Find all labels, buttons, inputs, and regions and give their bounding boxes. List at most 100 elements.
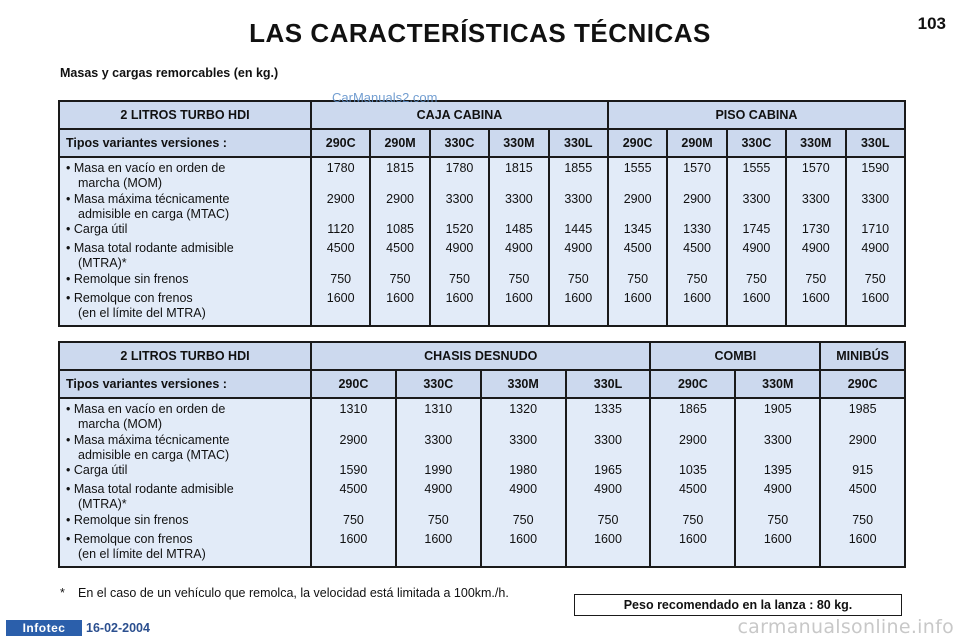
table-cell-value: 1985 xyxy=(848,402,877,416)
table-cell-value: 750 xyxy=(449,271,470,286)
row-label-main: • Masa total rodante admisible xyxy=(66,482,234,496)
version-header: 330C xyxy=(394,369,482,399)
table-cell-value: 750 xyxy=(767,512,789,527)
table-cell-value: 750 xyxy=(597,512,619,527)
row-label-main: • Masa total rodante admisible xyxy=(66,241,234,255)
version-values-cell: 1815 2900 1085 4500 750 1600 xyxy=(369,156,431,327)
table-cell-value: 4900 xyxy=(424,482,453,496)
table-cell-value: 750 xyxy=(508,271,530,286)
table-body-row: • Masa en vacío en orden de marcha (MOM) •… xyxy=(58,397,907,568)
table-cell-value: 750 xyxy=(343,512,364,527)
table-cell-value: 1555 xyxy=(623,161,652,175)
table-cell-value: 2900 xyxy=(623,191,652,206)
row-label-main: • Masa máxima técnicamente xyxy=(66,432,230,447)
table-cell-value: 4900 xyxy=(564,241,593,255)
page-title: LAS CARACTERÍSTICAS TÉCNICAS xyxy=(249,18,711,48)
table-cell-value: 1600 xyxy=(339,531,368,546)
version-values-cell: 1310 3300 1990 4900 750 1600 xyxy=(394,397,482,568)
table-cell-value: 1730 xyxy=(801,222,830,236)
table-cell-value: 1780 xyxy=(445,161,474,175)
table-cell-value: 4500 xyxy=(339,482,368,496)
version-header: 290C xyxy=(649,369,737,399)
table-cell-value: 1600 xyxy=(683,290,711,305)
table-cell-value: 1600 xyxy=(504,290,533,305)
row-label-continuation: (MTRA)* xyxy=(78,256,127,271)
versions-header-row: Tipos variantes versiones : 290C 290M 330C… xyxy=(58,128,906,158)
row-label-continuation: admisible en carga (MTAC) xyxy=(78,447,230,462)
version-header: 330C xyxy=(725,128,788,158)
version-header: 330M xyxy=(488,128,550,158)
version-header: 330M xyxy=(785,128,847,158)
table-cell-value: 1710 xyxy=(861,222,890,236)
table-cell-value: 1600 xyxy=(326,290,355,305)
row-label: • Masa en vacío en orden de marcha (MOM) xyxy=(66,402,310,433)
row-label: • Remolque con frenos (en el límite del M… xyxy=(66,532,310,563)
row-label: • Masa máxima técnicamente admisible en c… xyxy=(66,433,310,464)
footnote: * En el caso de un vehículo que remolca,… xyxy=(60,586,550,601)
row-label: • Masa en vacío en orden de marcha (MOM) xyxy=(66,161,310,192)
table-cell-value: 3300 xyxy=(801,191,830,206)
row-label: • Remolque sin frenos xyxy=(66,513,310,532)
footnote-text: En el caso de un vehículo que remolca, l… xyxy=(78,586,509,600)
version-values-cell: 1570 2900 1330 4500 750 1600 xyxy=(666,156,728,327)
page-number: 103 xyxy=(917,14,946,33)
weights-table-chasis-combi-minibus: 2 LITROS TURBO HDI CHASIS DESNUDO COMBI … xyxy=(58,341,907,568)
row-label: • Carga útil xyxy=(66,463,310,482)
row-label: • Masa total rodante admisible (MTRA)* xyxy=(66,482,310,513)
engine-header: 2 LITROS TURBO HDI xyxy=(58,100,312,130)
watermark-carmanualsonline: carmanualsonline.info xyxy=(737,616,954,638)
row-label-continuation: (MTRA)* xyxy=(78,497,127,512)
table-cell-value: 1590 xyxy=(339,463,368,477)
table-cell-value: 1600 xyxy=(424,531,453,546)
table-cell-value: 750 xyxy=(805,271,827,286)
table-cell-value: 1600 xyxy=(564,290,593,305)
table-cell-value: 750 xyxy=(567,271,589,286)
table-cell-value: 1600 xyxy=(848,531,877,546)
table-cell-value: 4900 xyxy=(861,241,890,255)
table-cell-value: 2900 xyxy=(339,432,368,447)
types-label: Tipos variantes versiones : xyxy=(58,128,312,158)
table-cell-value: 1335 xyxy=(594,402,622,416)
table-cell-value: 3300 xyxy=(594,432,622,447)
version-values-cell: 1780 2900 1120 4500 750 1600 xyxy=(309,156,372,327)
table-cell-value: 1600 xyxy=(861,290,890,305)
table-cell-value: 1600 xyxy=(742,290,771,305)
version-values-cell: 1570 3300 1730 4900 750 1600 xyxy=(785,156,847,327)
watermark-carmanuals: CarManuals2.com xyxy=(332,90,438,105)
table-cell-value: 3300 xyxy=(763,432,792,447)
table-cell-value: 1600 xyxy=(445,290,474,305)
row-label: • Carga útil xyxy=(66,222,310,241)
version-header: 290C xyxy=(606,128,669,158)
table-cell-value: 1905 xyxy=(763,402,792,416)
row-labels-cell: • Masa en vacío en orden de marcha (MOM) •… xyxy=(58,156,312,327)
table-cell-value: 4900 xyxy=(504,241,533,255)
version-values-cell: 1555 3300 1745 4900 750 1600 xyxy=(725,156,788,327)
table-cell-value: 1520 xyxy=(445,222,474,236)
table-cell-value: 1395 xyxy=(763,463,792,477)
table-cell-value: 1815 xyxy=(504,161,533,175)
table-cell-value: 1965 xyxy=(594,463,622,477)
section-subtitle: Masas y cargas remorcables (en kg.) xyxy=(60,66,279,80)
table-cell-value: 750 xyxy=(864,271,886,286)
table-cell-value: 750 xyxy=(682,512,704,527)
table-cell-value: 3300 xyxy=(564,191,593,206)
version-values-cell: 1310 2900 1590 4500 750 1600 xyxy=(310,397,397,568)
table-cell-value: 4900 xyxy=(763,482,792,496)
table-cell-value: 3300 xyxy=(861,191,890,206)
row-label-continuation: (en el límite del MTRA) xyxy=(78,305,206,320)
row-label-continuation: marcha (MOM) xyxy=(78,176,163,191)
table-group-header-row: 2 LITROS TURBO HDI CHASIS DESNUDO COMBI … xyxy=(58,341,907,371)
table-cell-value: 1320 xyxy=(509,402,538,416)
row-label-main: • Remolque con frenos xyxy=(66,531,193,546)
table-cell-value: 1120 xyxy=(327,222,355,236)
version-header: 290C xyxy=(309,128,372,158)
version-values-cell: 1320 3300 1980 4900 750 1600 xyxy=(479,397,567,568)
table-cell-value: 1600 xyxy=(763,531,792,546)
version-values-cell: 1780 3300 1520 4900 750 1600 xyxy=(428,156,491,327)
table-cell-value: 1600 xyxy=(594,531,622,546)
group-header-combi: COMBI xyxy=(649,341,822,371)
table-cell-value: 750 xyxy=(627,271,649,286)
table-cell-value: 1310 xyxy=(339,402,368,416)
version-values-cell: 1865 2900 1035 4500 750 1600 xyxy=(649,397,737,568)
table-cell-value: 1590 xyxy=(861,161,890,175)
